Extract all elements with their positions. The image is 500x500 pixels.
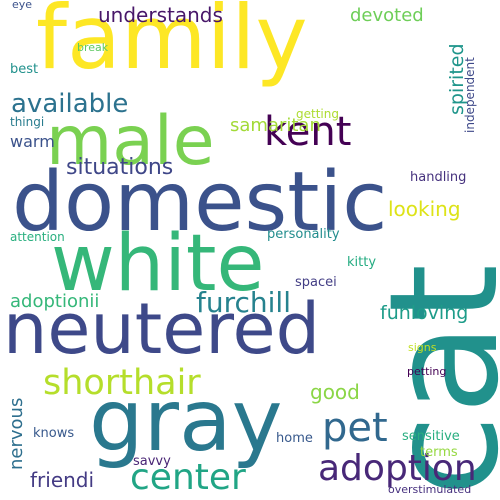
word-getting: getting	[296, 107, 339, 121]
word-kitty: kitty	[347, 255, 377, 270]
word-sensitive: sensitive	[402, 429, 460, 444]
word-furchill: furchill	[196, 286, 291, 319]
word-independent: independent	[463, 57, 477, 133]
word-spacei: spacei	[295, 275, 337, 290]
word-family: family	[36, 0, 308, 89]
word-signs: signs	[408, 341, 437, 354]
word-white: white	[51, 219, 265, 309]
word-personality: personality	[267, 227, 340, 242]
word-center: center	[130, 457, 246, 498]
word-handling: handling	[410, 170, 467, 185]
word-attention: attention	[10, 230, 65, 244]
word-friendi: friendi	[30, 468, 95, 492]
word-male: male	[46, 102, 215, 181]
word-devoted: devoted	[350, 5, 424, 26]
word-adoptionii: adoptionii	[10, 291, 100, 312]
word-eye: eye	[12, 0, 33, 11]
word-shorthair: shorthair	[43, 363, 201, 403]
word-knows: knows	[33, 426, 75, 441]
word-pet: pet	[322, 405, 388, 451]
word-looking: looking	[388, 197, 461, 221]
word-warm: warm	[10, 132, 55, 151]
word-understands: understands	[98, 3, 223, 27]
word-terms: terms	[420, 445, 458, 460]
word-best: best	[10, 62, 39, 77]
word-break: break	[77, 41, 109, 54]
word-available: available	[11, 89, 129, 119]
word-gray: gray	[89, 371, 283, 471]
word-domestic: domestic	[12, 155, 388, 250]
word-situations: situations	[66, 155, 174, 180]
word-overstimulated: overstimulated	[388, 483, 472, 496]
word-samaritan: samaritan	[230, 115, 321, 136]
word-funloving: funloving	[380, 302, 469, 324]
word-neutered: neutered	[3, 288, 321, 370]
word-petting: petting	[407, 365, 447, 378]
word-kent: kent	[264, 109, 352, 155]
word-thingi: thingi	[10, 115, 45, 129]
word-savvy: savvy	[133, 454, 171, 469]
word-home: home	[276, 431, 313, 446]
word-adoption: adoption	[318, 448, 477, 489]
word-good: good	[310, 380, 360, 404]
word-nervous: nervous	[6, 397, 27, 470]
